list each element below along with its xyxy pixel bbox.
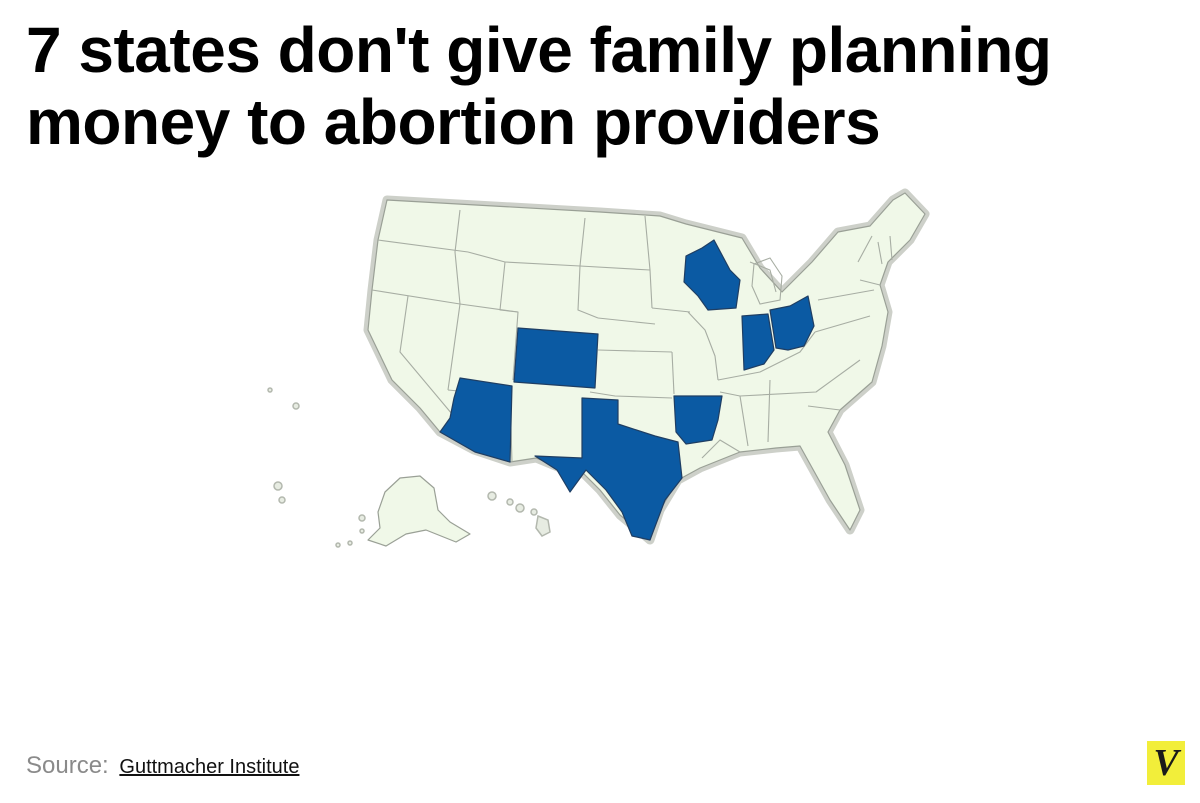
islands bbox=[267, 387, 366, 548]
state-indiana bbox=[741, 313, 775, 371]
highlighted-states bbox=[439, 239, 815, 541]
state-arizona bbox=[439, 377, 513, 463]
michigan-outline bbox=[751, 257, 783, 305]
state-ohio bbox=[769, 295, 815, 351]
source-label: Source: bbox=[26, 752, 109, 779]
state-wisconsin bbox=[683, 239, 741, 311]
vox-logo: V bbox=[1147, 741, 1185, 785]
us-map bbox=[260, 185, 940, 555]
page-title: 7 states don't give family planning mone… bbox=[26, 14, 1052, 158]
state-colorado bbox=[513, 327, 599, 389]
source-link[interactable]: Guttmacher Institute bbox=[119, 756, 300, 778]
hawaii bbox=[487, 491, 551, 537]
state-texas bbox=[534, 397, 683, 541]
state-arkansas bbox=[673, 395, 723, 445]
logo-letter: V bbox=[1153, 742, 1179, 784]
alaska bbox=[367, 475, 471, 547]
source-line: Source: Guttmacher Institute bbox=[26, 752, 299, 780]
